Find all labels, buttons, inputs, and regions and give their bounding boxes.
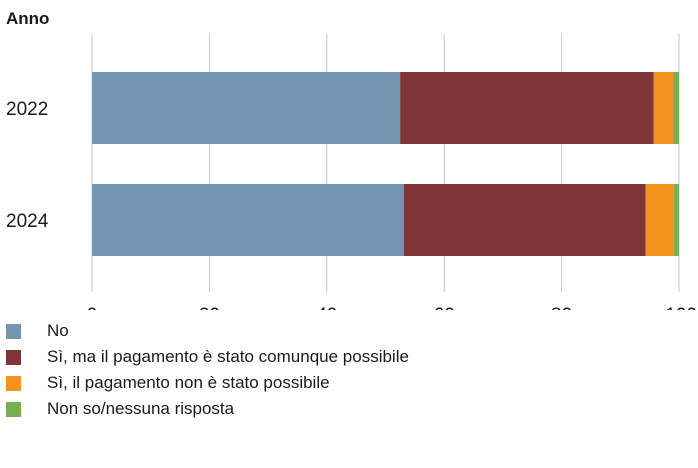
legend-item-0: No <box>6 318 686 344</box>
legend-label-1: Sì, ma il pagamento è stato comunque pos… <box>47 347 409 366</box>
x-tick-label-80: 80 <box>551 305 572 310</box>
legend-label-2: Sì, il pagamento non è stato possibile <box>47 373 330 392</box>
bar-2022-series-3 <box>673 72 679 144</box>
legend-item-1: Sì, ma il pagamento è stato comunque pos… <box>6 344 686 370</box>
chart-title: Anno <box>6 9 49 28</box>
y-axis-labels: 2022 2024 <box>6 99 49 232</box>
bar-2022-series-1 <box>400 72 654 144</box>
legend-swatch-0 <box>6 324 21 339</box>
bar-2024-series-0 <box>92 184 404 256</box>
legend-item-2: Sì, il pagamento non è stato possibile <box>6 370 686 396</box>
legend-swatch-3 <box>6 402 21 417</box>
x-tick-label-60: 60 <box>434 305 455 310</box>
category-label-2024: 2024 <box>6 211 49 232</box>
bar-2024-series-1 <box>403 184 646 256</box>
x-tick-label-20: 20 <box>199 305 220 310</box>
bars <box>92 72 679 256</box>
legend-item-3: Non so/nessuna risposta <box>6 396 686 422</box>
legend-label-0: No <box>47 321 69 340</box>
legend-swatch-1 <box>6 350 21 365</box>
bar-2022-series-2 <box>653 72 674 144</box>
bar-2024-series-2 <box>645 184 674 256</box>
category-label-2022: 2022 <box>6 99 48 120</box>
x-tick-label-40: 40 <box>316 305 337 310</box>
legend: No Sì, ma il pagamento è stato comunque p… <box>6 318 686 422</box>
legend-swatch-2 <box>6 376 21 391</box>
x-tick-label-100: 100 <box>665 305 697 310</box>
legend-label-3: Non so/nessuna risposta <box>47 399 235 418</box>
x-tick-label-0: 0 <box>87 305 98 310</box>
x-axis-tick-labels: 0 20 40 60 80 100 <box>87 305 697 326</box>
stacked-bar-chart: Anno 2022 2024 0 20 40 60 80 100 <box>6 9 697 326</box>
bar-2022-series-0 <box>92 72 401 144</box>
bar-2024-series-3 <box>673 184 679 256</box>
